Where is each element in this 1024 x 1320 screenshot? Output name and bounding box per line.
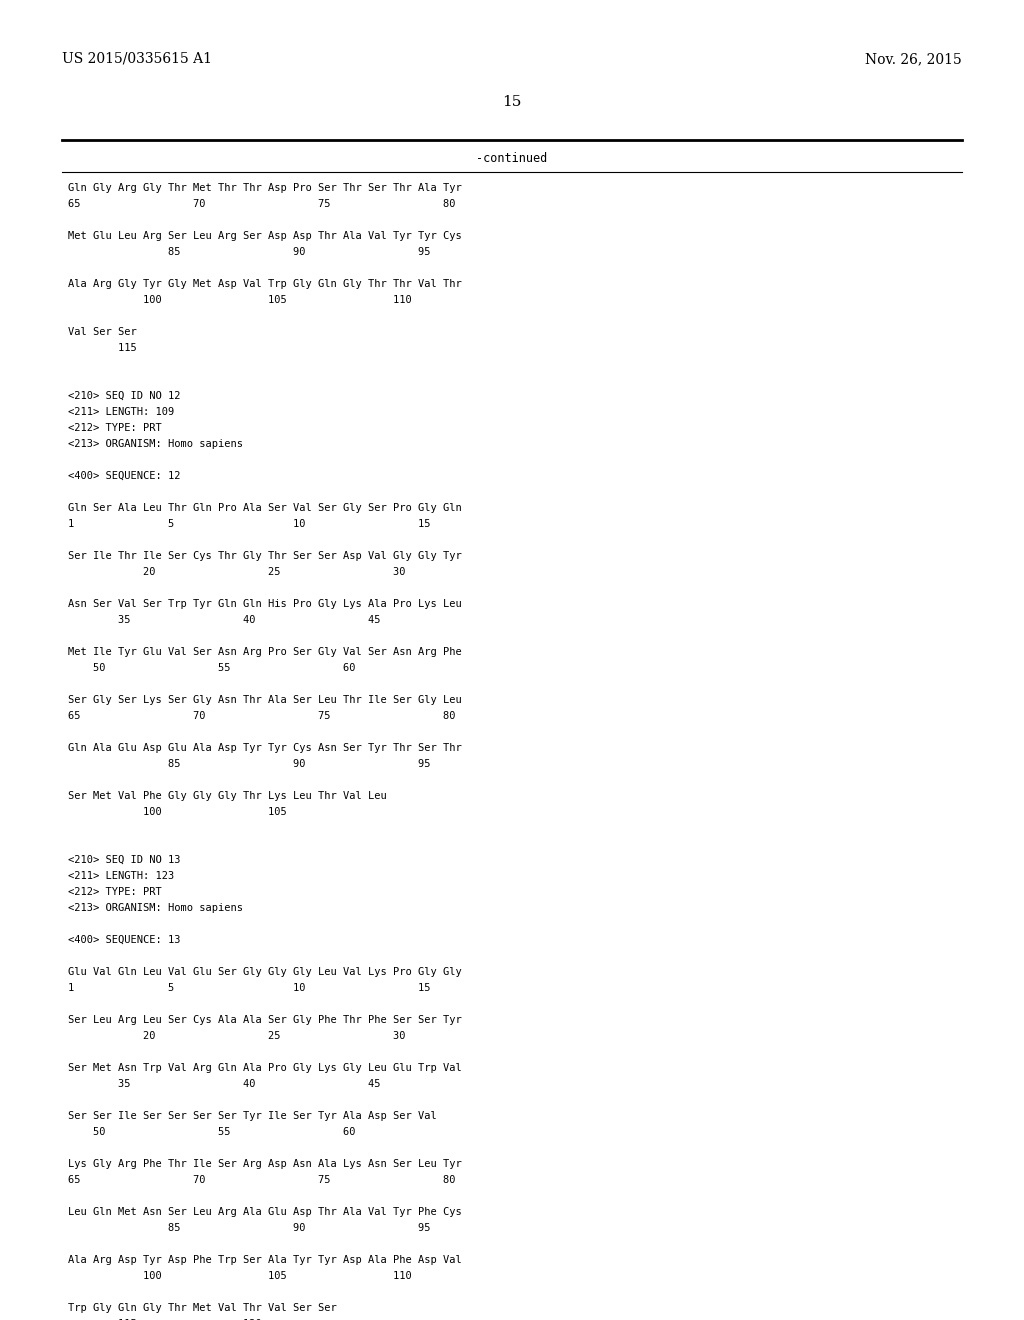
Text: <400> SEQUENCE: 13: <400> SEQUENCE: 13 bbox=[68, 935, 180, 945]
Text: Ser Met Asn Trp Val Arg Gln Ala Pro Gly Lys Gly Leu Glu Trp Val: Ser Met Asn Trp Val Arg Gln Ala Pro Gly … bbox=[68, 1063, 462, 1073]
Text: 85                  90                  95: 85 90 95 bbox=[68, 247, 430, 257]
Text: <212> TYPE: PRT: <212> TYPE: PRT bbox=[68, 887, 162, 898]
Text: 1               5                   10                  15: 1 5 10 15 bbox=[68, 519, 430, 529]
Text: 65                  70                  75                  80: 65 70 75 80 bbox=[68, 1175, 456, 1185]
Text: 65                  70                  75                  80: 65 70 75 80 bbox=[68, 199, 456, 209]
Text: 35                  40                  45: 35 40 45 bbox=[68, 1078, 381, 1089]
Text: 85                  90                  95: 85 90 95 bbox=[68, 759, 430, 770]
Text: <400> SEQUENCE: 12: <400> SEQUENCE: 12 bbox=[68, 471, 180, 480]
Text: 15: 15 bbox=[503, 95, 521, 110]
Text: 50                  55                  60: 50 55 60 bbox=[68, 1127, 355, 1137]
Text: Trp Gly Gln Gly Thr Met Val Thr Val Ser Ser: Trp Gly Gln Gly Thr Met Val Thr Val Ser … bbox=[68, 1303, 337, 1313]
Text: <211> LENGTH: 109: <211> LENGTH: 109 bbox=[68, 407, 174, 417]
Text: Gln Ser Ala Leu Thr Gln Pro Ala Ser Val Ser Gly Ser Pro Gly Gln: Gln Ser Ala Leu Thr Gln Pro Ala Ser Val … bbox=[68, 503, 462, 513]
Text: Ala Arg Asp Tyr Asp Phe Trp Ser Ala Tyr Tyr Asp Ala Phe Asp Val: Ala Arg Asp Tyr Asp Phe Trp Ser Ala Tyr … bbox=[68, 1255, 462, 1265]
Text: Val Ser Ser: Val Ser Ser bbox=[68, 327, 137, 337]
Text: 115: 115 bbox=[68, 343, 137, 352]
Text: <213> ORGANISM: Homo sapiens: <213> ORGANISM: Homo sapiens bbox=[68, 440, 243, 449]
Text: Leu Gln Met Asn Ser Leu Arg Ala Glu Asp Thr Ala Val Tyr Phe Cys: Leu Gln Met Asn Ser Leu Arg Ala Glu Asp … bbox=[68, 1206, 462, 1217]
Text: Ser Met Val Phe Gly Gly Gly Thr Lys Leu Thr Val Leu: Ser Met Val Phe Gly Gly Gly Thr Lys Leu … bbox=[68, 791, 387, 801]
Text: 20                  25                  30: 20 25 30 bbox=[68, 568, 406, 577]
Text: Met Glu Leu Arg Ser Leu Arg Ser Asp Asp Thr Ala Val Tyr Tyr Cys: Met Glu Leu Arg Ser Leu Arg Ser Asp Asp … bbox=[68, 231, 462, 242]
Text: Ser Ser Ile Ser Ser Ser Ser Tyr Ile Ser Tyr Ala Asp Ser Val: Ser Ser Ile Ser Ser Ser Ser Tyr Ile Ser … bbox=[68, 1111, 437, 1121]
Text: Nov. 26, 2015: Nov. 26, 2015 bbox=[865, 51, 962, 66]
Text: Gln Ala Glu Asp Glu Ala Asp Tyr Tyr Cys Asn Ser Tyr Thr Ser Thr: Gln Ala Glu Asp Glu Ala Asp Tyr Tyr Cys … bbox=[68, 743, 462, 752]
Text: 85                  90                  95: 85 90 95 bbox=[68, 1224, 430, 1233]
Text: Gln Gly Arg Gly Thr Met Thr Thr Asp Pro Ser Thr Ser Thr Ala Tyr: Gln Gly Arg Gly Thr Met Thr Thr Asp Pro … bbox=[68, 183, 462, 193]
Text: <211> LENGTH: 123: <211> LENGTH: 123 bbox=[68, 871, 174, 880]
Text: Ser Ile Thr Ile Ser Cys Thr Gly Thr Ser Ser Asp Val Gly Gly Tyr: Ser Ile Thr Ile Ser Cys Thr Gly Thr Ser … bbox=[68, 550, 462, 561]
Text: <212> TYPE: PRT: <212> TYPE: PRT bbox=[68, 422, 162, 433]
Text: 100                 105                 110: 100 105 110 bbox=[68, 294, 412, 305]
Text: <210> SEQ ID NO 13: <210> SEQ ID NO 13 bbox=[68, 855, 180, 865]
Text: Asn Ser Val Ser Trp Tyr Gln Gln His Pro Gly Lys Ala Pro Lys Leu: Asn Ser Val Ser Trp Tyr Gln Gln His Pro … bbox=[68, 599, 462, 609]
Text: Glu Val Gln Leu Val Glu Ser Gly Gly Gly Leu Val Lys Pro Gly Gly: Glu Val Gln Leu Val Glu Ser Gly Gly Gly … bbox=[68, 968, 462, 977]
Text: Met Ile Tyr Glu Val Ser Asn Arg Pro Ser Gly Val Ser Asn Arg Phe: Met Ile Tyr Glu Val Ser Asn Arg Pro Ser … bbox=[68, 647, 462, 657]
Text: 65                  70                  75                  80: 65 70 75 80 bbox=[68, 711, 456, 721]
Text: <210> SEQ ID NO 12: <210> SEQ ID NO 12 bbox=[68, 391, 180, 401]
Text: 35                  40                  45: 35 40 45 bbox=[68, 615, 381, 624]
Text: 100                 105: 100 105 bbox=[68, 807, 287, 817]
Text: Ala Arg Gly Tyr Gly Met Asp Val Trp Gly Gln Gly Thr Thr Val Thr: Ala Arg Gly Tyr Gly Met Asp Val Trp Gly … bbox=[68, 279, 462, 289]
Text: Ser Leu Arg Leu Ser Cys Ala Ala Ser Gly Phe Thr Phe Ser Ser Tyr: Ser Leu Arg Leu Ser Cys Ala Ala Ser Gly … bbox=[68, 1015, 462, 1026]
Text: Lys Gly Arg Phe Thr Ile Ser Arg Asp Asn Ala Lys Asn Ser Leu Tyr: Lys Gly Arg Phe Thr Ile Ser Arg Asp Asn … bbox=[68, 1159, 462, 1170]
Text: 100                 105                 110: 100 105 110 bbox=[68, 1271, 412, 1280]
Text: -continued: -continued bbox=[476, 152, 548, 165]
Text: <213> ORGANISM: Homo sapiens: <213> ORGANISM: Homo sapiens bbox=[68, 903, 243, 913]
Text: Ser Gly Ser Lys Ser Gly Asn Thr Ala Ser Leu Thr Ile Ser Gly Leu: Ser Gly Ser Lys Ser Gly Asn Thr Ala Ser … bbox=[68, 696, 462, 705]
Text: 1               5                   10                  15: 1 5 10 15 bbox=[68, 983, 430, 993]
Text: US 2015/0335615 A1: US 2015/0335615 A1 bbox=[62, 51, 212, 66]
Text: 50                  55                  60: 50 55 60 bbox=[68, 663, 355, 673]
Text: 20                  25                  30: 20 25 30 bbox=[68, 1031, 406, 1041]
